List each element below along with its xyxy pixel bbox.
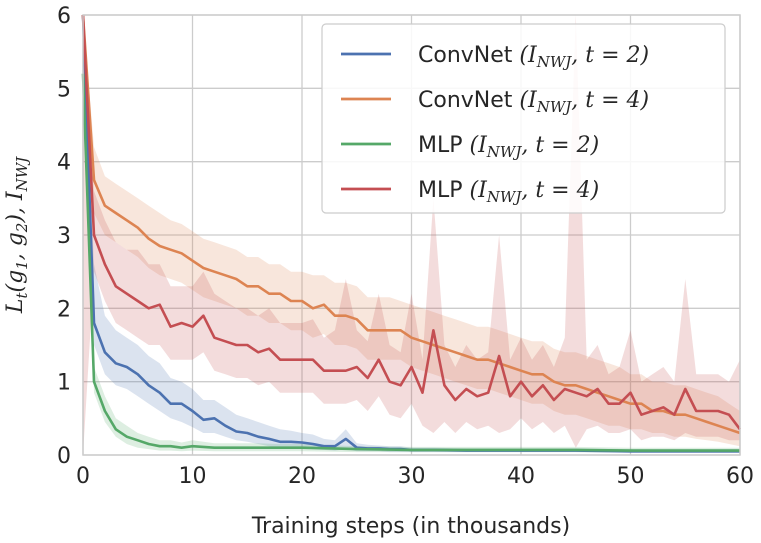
line-series-4 [81,14,742,431]
line-series-2 [81,14,741,435]
x-tick-label: 0 [76,464,90,489]
legend-item-4: MLP (INWJ, t = 4) [341,178,599,206]
x-tick-label: 40 [507,464,535,489]
svg-text:Lt(g1, g2), INWJ: Lt(g1, g2), INWJ [3,156,31,314]
plot-frame [82,14,741,456]
band-series-2 [83,15,740,447]
legend-label: MLP (INWJ, t = 4) [418,178,599,206]
x-tick-label: 30 [398,464,426,489]
y-tick-label: 4 [57,151,71,176]
y-tick-label: 0 [57,444,71,469]
legend-label: MLP (INWJ, t = 2) [418,133,599,161]
y-tick-label: 5 [57,77,71,102]
y-axis-label: Lt(g1, g2), INWJ [3,156,31,314]
x-tick-label: 10 [179,464,207,489]
legend-item-3: MLP (INWJ, t = 2) [341,133,599,161]
y-tick-label: 6 [57,4,71,29]
legend-item-2: ConvNet (INWJ, t = 4) [341,88,649,116]
legend-box [321,23,726,214]
series-lines [81,14,742,453]
legend-item-1: ConvNet (INWJ, t = 2) [341,43,649,71]
y-tick-labels: 0 1 2 3 4 5 6 [57,4,71,469]
legend-label: ConvNet (INWJ, t = 2) [418,43,649,71]
y-tick-label: 3 [57,224,71,249]
y-tick-label: 2 [57,297,71,322]
y-tick-label: 1 [57,371,71,396]
line-series-3 [81,73,740,452]
x-axis-label: Training steps (in thousands) [251,514,570,539]
legend-label: ConvNet (INWJ, t = 4) [418,88,649,116]
legend: ConvNet (INWJ, t = 2) ConvNet (INWJ, t = … [321,23,726,214]
x-tick-label: 20 [288,464,316,489]
x-tick-labels: 0 10 20 30 40 50 60 [76,464,754,489]
x-tick-label: 50 [617,464,645,489]
x-tick-label: 60 [726,464,754,489]
